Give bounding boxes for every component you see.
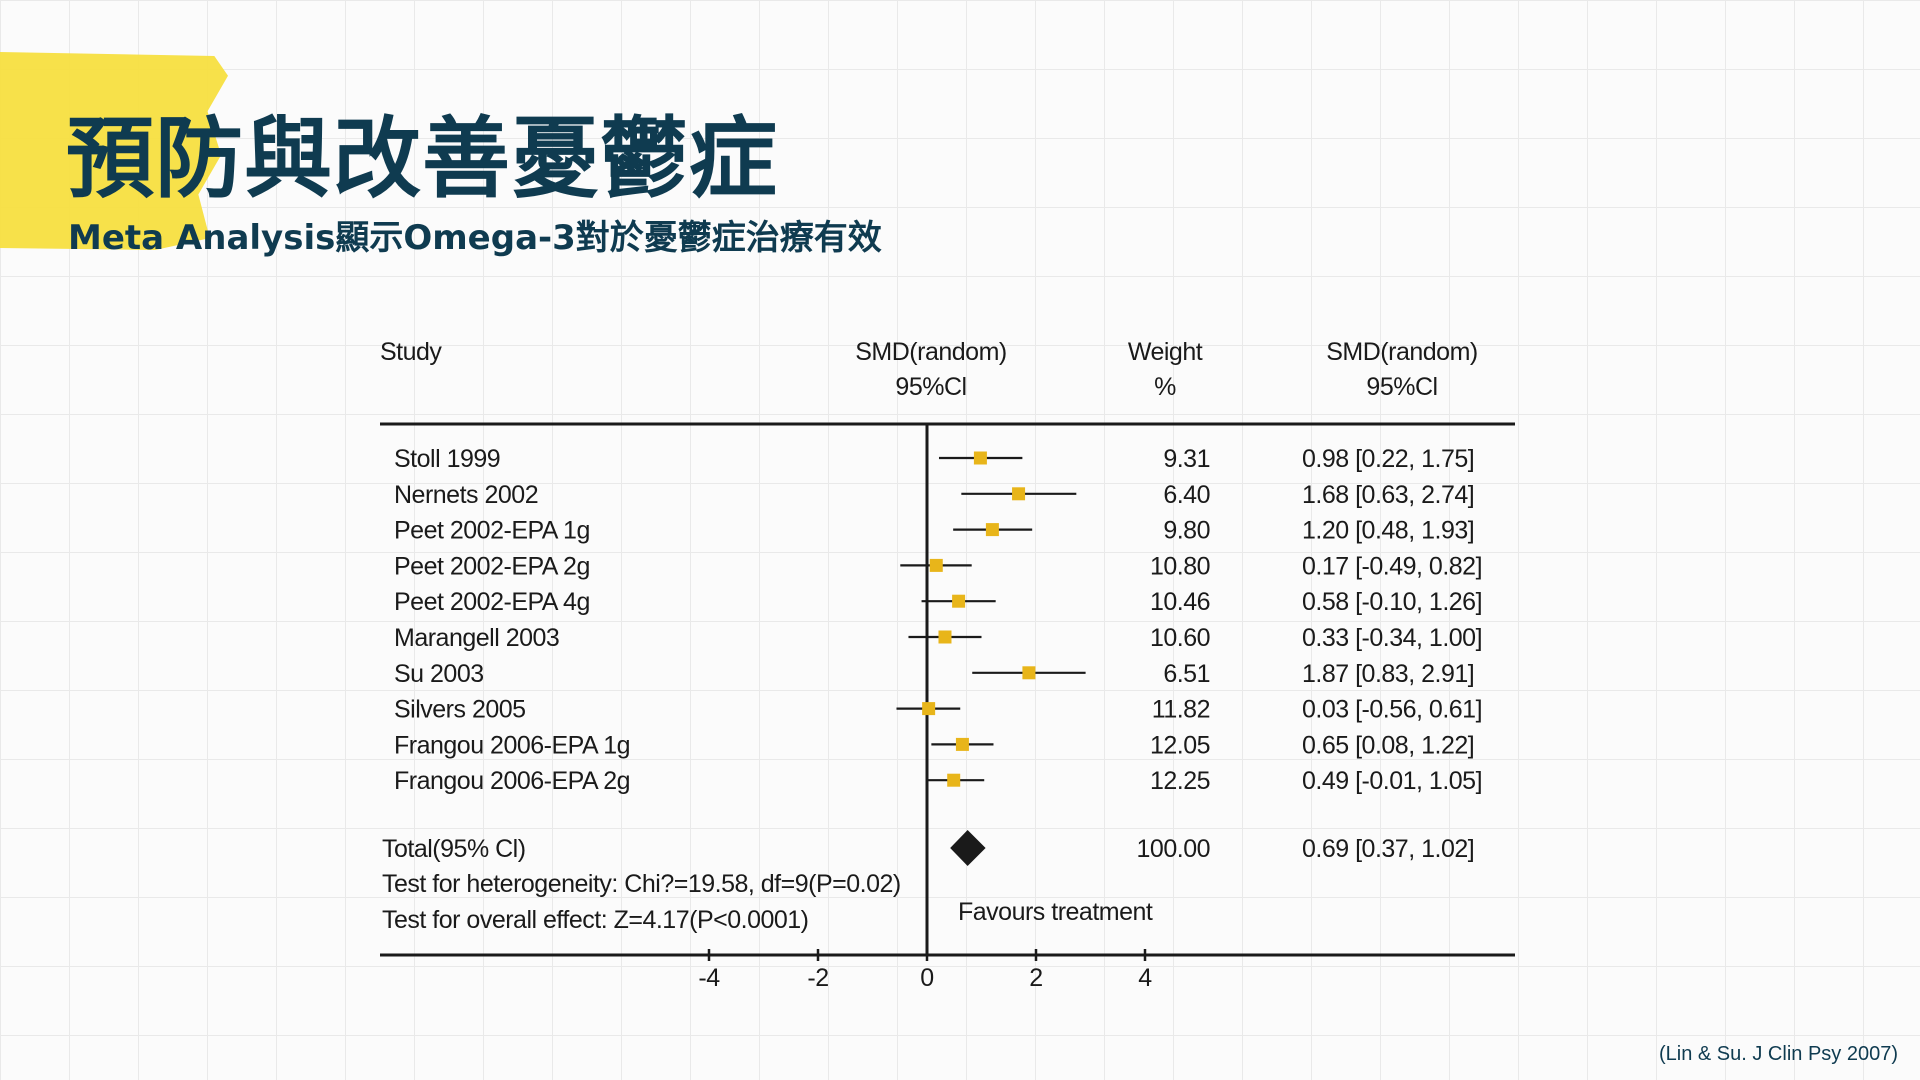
study-name: Marangell 2003 <box>394 624 559 652</box>
study-name: Su 2003 <box>394 660 484 688</box>
study-weight: 6.40 <box>1163 481 1210 509</box>
study-name: Nernets 2002 <box>394 481 538 509</box>
x-tick-label: -2 <box>807 964 828 992</box>
header-weight-unit: % <box>1154 373 1176 401</box>
header-weight: Weight <box>1128 338 1203 366</box>
study-weight: 12.05 <box>1150 731 1210 759</box>
citation: (Lin & Su. J Clin Psy 2007) <box>1659 1043 1898 1065</box>
study-weight: 10.60 <box>1150 624 1210 652</box>
study-name: Silvers 2005 <box>394 696 526 724</box>
study-weight: 10.46 <box>1150 588 1210 616</box>
study-weight: 10.80 <box>1150 552 1210 580</box>
x-tick-label: 4 <box>1138 964 1152 992</box>
header-smd-text: SMD(random) <box>1326 338 1477 366</box>
favours-label: Favours treatment <box>958 898 1153 926</box>
study-ci-text: 0.49 [-0.01, 1.05] <box>1302 767 1482 795</box>
effect-marker <box>929 558 943 572</box>
study-ci-text: 0.03 [-0.56, 0.61] <box>1302 696 1482 724</box>
page-subtitle: Meta Analysis顯示Omega-3對於憂鬱症治療有效 <box>68 218 882 258</box>
x-tick-label: 0 <box>920 964 933 992</box>
study-name: Peet 2002-EPA 4g <box>394 588 590 616</box>
page-title: 預防與改善憂鬱症 <box>66 107 779 210</box>
study-name: Frangou 2006-EPA 2g <box>394 767 630 795</box>
effect-marker <box>952 594 966 608</box>
heterogeneity-test: Test for heterogeneity: Chi?=19.58, df=9… <box>382 870 901 898</box>
effect-marker <box>1022 666 1036 680</box>
effect-marker <box>1012 487 1026 501</box>
study-name: Peet 2002-EPA 1g <box>394 517 590 545</box>
study-ci-text: 0.98 [0.22, 1.75] <box>1302 445 1474 473</box>
study-ci-text: 1.20 [0.48, 1.93] <box>1302 517 1474 545</box>
study-ci-text: 0.33 [-0.34, 1.00] <box>1302 624 1482 652</box>
study-weight: 6.51 <box>1163 660 1210 688</box>
effect-marker <box>955 737 969 751</box>
header-smd-plot: SMD(random) <box>855 338 1006 366</box>
study-weight: 11.82 <box>1152 696 1210 724</box>
study-weight: 12.25 <box>1150 767 1210 795</box>
header-smd-text-ci: 95%Cl <box>1366 373 1437 401</box>
header-study: Study <box>380 338 442 366</box>
study-name: Peet 2002-EPA 2g <box>394 552 590 580</box>
x-tick-label: 2 <box>1029 964 1042 992</box>
header-smd-plot-ci: 95%Cl <box>895 373 966 401</box>
overall-effect-test: Test for overall effect: Z=4.17(P<0.0001… <box>382 906 809 934</box>
study-weight: 9.80 <box>1163 517 1210 545</box>
study-ci-text: 1.87 [0.83, 2.91] <box>1302 660 1474 688</box>
study-weight: 9.31 <box>1163 445 1210 473</box>
effect-marker <box>985 523 999 537</box>
effect-marker <box>947 773 961 787</box>
study-ci-text: 0.65 [0.08, 1.22] <box>1302 731 1474 759</box>
total-weight: 100.00 <box>1137 835 1210 863</box>
yellow-tape-decoration <box>0 52 228 250</box>
effect-marker <box>938 630 952 644</box>
total-ci-text: 0.69 [0.37, 1.02] <box>1302 835 1474 863</box>
effect-marker <box>973 451 987 465</box>
study-name: Frangou 2006-EPA 1g <box>394 731 630 759</box>
study-ci-text: 1.68 [0.63, 2.74] <box>1302 481 1474 509</box>
total-diamond <box>950 830 986 866</box>
study-name: Stoll 1999 <box>394 445 500 473</box>
study-ci-text: 0.17 [-0.49, 0.82] <box>1302 552 1482 580</box>
x-tick-label: -4 <box>698 964 720 992</box>
effect-marker <box>922 702 936 716</box>
total-label: Total(95% Cl) <box>382 835 526 863</box>
study-ci-text: 0.58 [-0.10, 1.26] <box>1302 588 1482 616</box>
